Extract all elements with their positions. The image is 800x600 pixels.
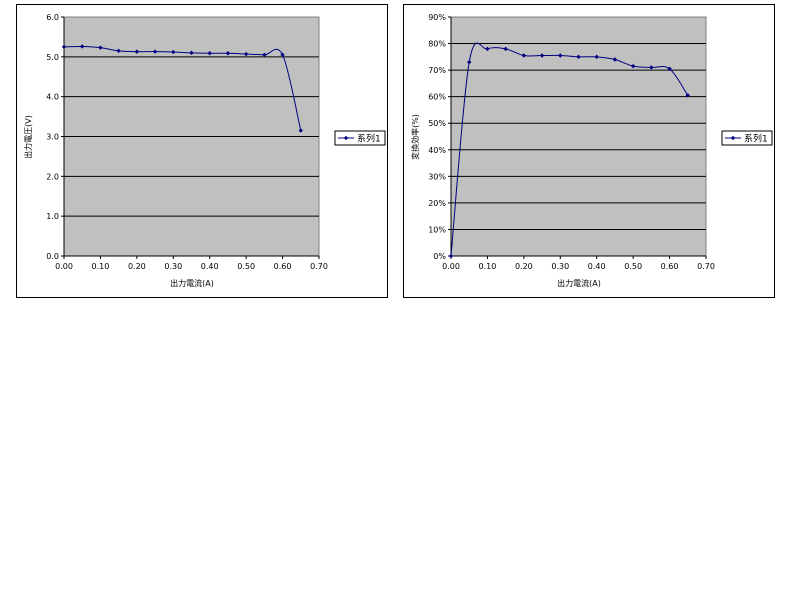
x-tick-label: 0.60 [274,262,292,271]
data-point [612,57,618,62]
x-tick-label: 0.40 [588,262,606,271]
data-point [667,66,672,71]
y-tick-label: 60% [428,93,446,102]
x-tick-label: 0.10 [92,262,110,271]
legend-label: 系列1 [744,133,768,145]
y-axis-title: 出力電圧(V) [23,115,33,159]
y-tick-label: 0.0 [46,252,59,261]
efficiency-chart-svg: 0% 10% 20% 30% 40% 50% 60% 70% 80% 90% 0.00 0.10 0.2… [410,13,773,288]
y-tick-label: 5.0 [46,53,59,62]
x-tick-label: 0.70 [310,262,328,271]
y-tick-label: 40% [428,146,446,155]
x-tick-label: 0.10 [479,262,497,271]
data-point [503,46,508,52]
x-tick-label: 0.50 [624,262,642,271]
data-point [280,52,285,58]
legend-box [721,130,773,146]
voltage-chart: 0.0 1.0 2.0 3.0 4.0 5.0 6.0 0.00 0.10 0.20 0.30 0.4… [16,4,388,298]
x-tick-label: 0.20 [515,262,533,271]
data-point [485,46,490,52]
y-tick-label: 50% [428,119,446,128]
legend-label: 系列1 [357,133,381,145]
x-tick-label: 0.00 [55,262,73,271]
data-point [61,44,67,50]
legend-marker-icon [343,135,349,141]
y-tick-label: 80% [428,40,446,49]
x-tick-label: 0.60 [661,262,679,271]
data-point [539,53,545,58]
x-tick-label: 0.00 [442,262,460,271]
y-tick-label: 1.0 [46,212,59,221]
x-tick-label: 0.70 [697,262,715,271]
y-tick-label: 3.0 [46,133,59,142]
data-point [207,51,212,56]
data-point [134,49,140,54]
plot-area [450,16,707,257]
data-point [298,128,303,133]
data-point [171,49,176,55]
y-tick-label: 10% [428,225,446,234]
y-tick-label: 2.0 [46,172,59,181]
data-point [189,50,194,56]
legend-box [334,130,386,146]
legend-marker-icon [730,135,736,141]
data-point [98,45,103,50]
y-tick-label: 0% [433,252,446,261]
data-point [576,54,581,60]
data-point [152,49,158,54]
x-tick-label: 0.30 [551,262,569,271]
data-point [80,44,85,49]
y-tick-label: 4.0 [46,93,59,102]
data-point [467,59,472,65]
x-axis-title: 出力電流(A) [170,278,214,288]
y-tick-label: 20% [428,199,446,208]
x-tick-label: 0.20 [128,262,146,271]
voltage-chart-svg: 0.0 1.0 2.0 3.0 4.0 5.0 6.0 0.00 0.10 0.20 0.30 0.4… [23,13,386,288]
x-tick-label: 0.50 [237,262,255,271]
y-tick-label: 6.0 [46,13,59,22]
x-tick-label: 0.30 [164,262,182,271]
y-tick-label: 30% [428,172,446,181]
y-tick-label: 70% [428,66,446,75]
y-tick-label: 90% [428,13,446,22]
data-point [225,51,231,56]
data-point [243,51,249,57]
data-point [116,48,121,54]
efficiency-chart: 0% 10% 20% 30% 40% 50% 60% 70% 80% 90% 0.00 0.10 0.2… [403,4,775,298]
y-axis-title: 変換効率(%) [410,114,420,160]
data-point [448,253,454,259]
x-axis-title: 出力電流(A) [557,278,601,288]
x-tick-label: 0.40 [201,262,219,271]
